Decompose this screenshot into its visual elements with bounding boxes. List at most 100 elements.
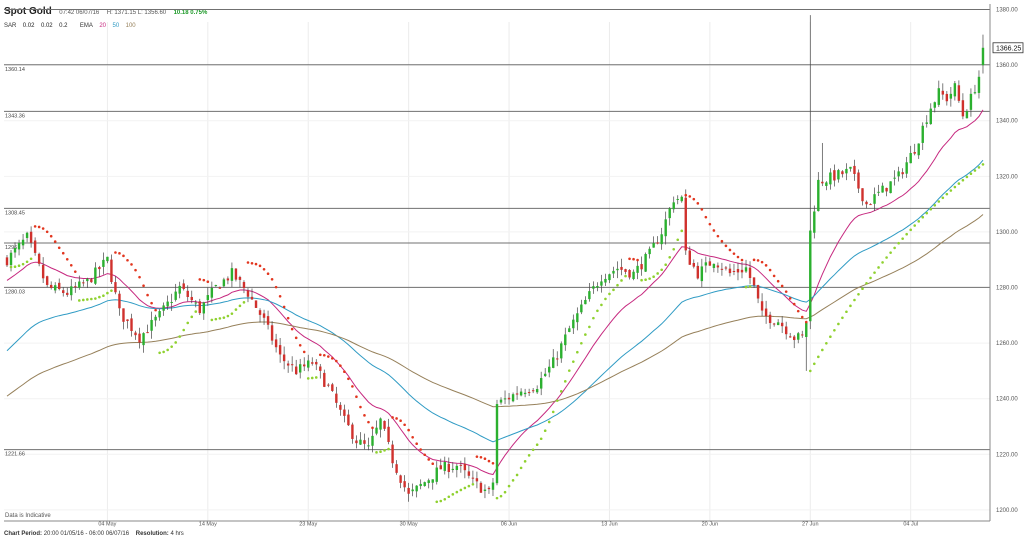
- sar-dot: [61, 251, 65, 255]
- candle-body: [797, 333, 800, 340]
- sar-dot: [668, 255, 672, 259]
- candle-body: [945, 93, 949, 102]
- candle-body: [411, 489, 414, 492]
- horizontal-levels: 1360.14 1343.36 1308.45 1296 1280.03 1221.66: [4, 9, 990, 458]
- y-tick-label: 1280.00: [996, 286, 1018, 292]
- sar-dot: [246, 261, 250, 264]
- level-label: 1296: [5, 245, 17, 251]
- y-tick-label: 1220.00: [996, 452, 1018, 458]
- ema20-param: 20: [99, 23, 107, 29]
- candle-body: [483, 489, 487, 491]
- candle-body: [170, 301, 173, 303]
- candle-body: [431, 479, 434, 483]
- sar-dot: [41, 227, 45, 230]
- candle-body: [768, 314, 772, 324]
- sar-dot: [114, 251, 117, 254]
- sar-dot: [893, 246, 896, 250]
- candle-body: [17, 242, 21, 250]
- candle-body: [407, 487, 410, 494]
- candle-body: [628, 270, 631, 278]
- sar-dot: [961, 178, 965, 182]
- sar-dot: [226, 314, 230, 318]
- candle-body: [857, 172, 860, 189]
- candle-body: [728, 268, 732, 274]
- sar-dot: [218, 317, 222, 320]
- sar-dot: [487, 459, 491, 463]
- candle-body: [965, 111, 969, 119]
- sar-dot: [901, 237, 904, 240]
- sar-dot: [306, 377, 310, 380]
- candle-body: [596, 286, 599, 288]
- sar-dot: [539, 437, 543, 441]
- candle-body: [809, 230, 812, 322]
- sar-dot: [294, 336, 298, 340]
- candle-body: [588, 291, 591, 300]
- sar-dot: [925, 211, 929, 215]
- sar-dot: [531, 448, 535, 452]
- sar-dot: [367, 420, 370, 424]
- ema-lines: [6, 109, 984, 476]
- sar-dot: [355, 395, 358, 399]
- candle-body: [463, 463, 467, 471]
- y-tick-label: 1380.00: [996, 8, 1018, 14]
- candle-body: [158, 311, 161, 318]
- sar-dot: [210, 318, 214, 322]
- candle-body: [849, 166, 852, 169]
- candle-body: [953, 83, 957, 97]
- candle-body: [740, 269, 744, 273]
- x-tick-label: 23 May: [299, 522, 317, 528]
- candle-body: [347, 414, 350, 426]
- sar-param: 0.02: [22, 23, 35, 29]
- candle-body: [122, 308, 125, 322]
- chart-header: Spot Gold 07:42 06/07/16 H: 1371.15 L: 1…: [0, 0, 1024, 29]
- sar-dot: [672, 247, 676, 251]
- candle-body: [917, 143, 920, 156]
- sar-dot: [142, 284, 145, 288]
- sar-dot: [314, 376, 318, 379]
- candle-body: [495, 404, 499, 484]
- sar-dot: [13, 265, 17, 268]
- sar-dot: [286, 316, 290, 320]
- candle-body: [250, 296, 254, 300]
- sar-dot: [266, 272, 270, 275]
- sar-dot: [415, 442, 418, 446]
- sar-dot: [491, 461, 495, 465]
- candle-body: [612, 270, 615, 274]
- candle-body: [548, 366, 551, 373]
- sar-dot: [455, 490, 459, 494]
- candle-body: [475, 478, 479, 482]
- sar-dot: [640, 278, 643, 282]
- sar-dot: [977, 166, 981, 169]
- y-tick-label: 1320.00: [996, 174, 1018, 180]
- sar-dot: [73, 270, 77, 273]
- candle-body: [403, 481, 406, 488]
- sar-dot: [262, 267, 266, 271]
- sar-dot: [572, 360, 575, 363]
- candle-body: [644, 253, 647, 272]
- candle-body: [359, 439, 362, 445]
- sar-dot: [881, 261, 884, 264]
- sar-dot: [736, 255, 740, 259]
- sar-dot: [937, 200, 941, 203]
- sar-dot: [254, 262, 258, 266]
- candle-body: [415, 485, 418, 492]
- period-label: Chart Period:: [4, 531, 43, 537]
- sar-dot: [53, 240, 57, 243]
- level-label: 1308.45: [5, 210, 25, 216]
- candle-body: [961, 100, 965, 117]
- sar-dot: [375, 451, 378, 454]
- candle-body: [86, 278, 89, 282]
- sar-dot: [724, 244, 728, 248]
- sar-dot: [945, 192, 949, 196]
- sar-dot: [274, 285, 278, 289]
- sar-dot: [118, 252, 121, 255]
- sar-dot: [543, 429, 547, 433]
- candle-body: [102, 259, 105, 267]
- sar-dot: [178, 335, 182, 338]
- sar-dot: [620, 279, 623, 282]
- sar-dot: [949, 189, 953, 192]
- sar-dot: [25, 260, 29, 264]
- candle-body: [873, 194, 876, 204]
- candle-body: [499, 399, 503, 403]
